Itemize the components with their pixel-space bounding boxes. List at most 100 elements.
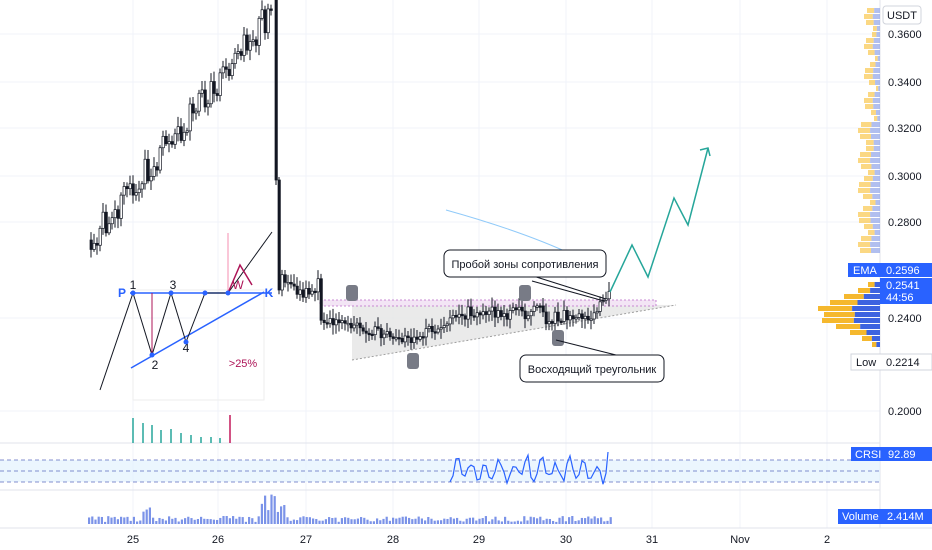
vprofile-bar	[874, 50, 880, 55]
volume-bar	[251, 518, 254, 524]
volume-bar	[542, 520, 545, 524]
vprofile-bar	[865, 68, 874, 73]
candle-body	[388, 331, 392, 338]
candle-body	[304, 288, 308, 298]
vprofile-bar	[858, 212, 871, 217]
volume-bar	[491, 519, 494, 524]
candle-body	[200, 89, 204, 94]
candle-body	[343, 320, 347, 324]
vprofile-bar	[824, 312, 855, 317]
inset-pivot	[225, 290, 231, 296]
vprofile-bar	[869, 80, 876, 85]
volume-bar	[500, 521, 503, 524]
volume-bar	[244, 521, 247, 524]
candle-body	[544, 311, 548, 325]
vprofile-bar	[860, 152, 871, 157]
volume-bar	[219, 517, 222, 524]
candle-body	[122, 186, 126, 196]
triangle-callout-text: Восходящий треугольник	[528, 364, 657, 376]
volume-bar	[372, 521, 375, 524]
volume-bar	[200, 516, 203, 524]
volume-bar	[366, 519, 369, 524]
volume-bar	[331, 518, 334, 524]
volume-bar	[417, 516, 420, 524]
volume-bar	[113, 516, 116, 524]
vprofile-bar	[871, 248, 880, 253]
currency-badge	[882, 5, 922, 25]
volume-bar	[414, 518, 417, 524]
candle-body	[185, 130, 189, 133]
vprofile-bar	[874, 282, 880, 287]
vprofile-bar	[873, 38, 880, 43]
volume-bar	[350, 519, 353, 524]
volume-bar	[110, 517, 113, 524]
volume-bar	[590, 518, 593, 524]
volume-bar	[100, 516, 103, 524]
volume-bar	[609, 517, 612, 524]
volume-bar	[209, 519, 212, 524]
candle-body	[128, 183, 132, 190]
price-tick: 0.3400	[888, 77, 922, 89]
price-tick: 0.3600	[888, 29, 922, 41]
vprofile-bar	[871, 122, 880, 127]
candle-body	[511, 307, 515, 311]
vprofile-bar	[858, 128, 871, 133]
candle-body	[107, 223, 111, 234]
inset-label-p: P	[118, 286, 126, 300]
candle-body	[310, 290, 314, 295]
candle-body	[251, 39, 255, 42]
inset-frame	[132, 289, 265, 401]
vprofile-bar	[878, 86, 880, 91]
candle-body	[361, 327, 365, 332]
candle-body	[370, 333, 374, 336]
candle-body	[592, 312, 596, 320]
vprofile-bar	[868, 50, 875, 55]
candle-body	[364, 330, 368, 334]
projection-line	[609, 147, 709, 293]
pivot-marker	[346, 285, 358, 301]
candle-body	[454, 315, 458, 318]
candle-body	[319, 278, 323, 321]
vprofile-bar	[868, 230, 875, 235]
vprofile-bar	[864, 98, 873, 103]
vprofile-bar	[872, 206, 880, 211]
volume-bar	[596, 518, 599, 524]
vprofile-bar	[871, 236, 880, 241]
vprofile-bar	[822, 318, 854, 323]
volume-bar	[196, 519, 199, 524]
crsi-band	[0, 460, 880, 482]
volume-bar	[344, 517, 347, 524]
volume-bar	[472, 517, 475, 524]
vprofile-bar	[877, 116, 880, 121]
vprofile-bar	[876, 26, 880, 31]
candles	[89, 0, 611, 350]
time-tick: 31	[646, 534, 658, 546]
breakout-callout[interactable]: Пробой зоны сопротивления	[443, 249, 607, 302]
volume-bar	[94, 519, 97, 524]
candle-body	[571, 315, 575, 320]
candle-body	[104, 211, 108, 234]
vprofile-bar	[876, 86, 879, 91]
candle-body	[409, 337, 413, 343]
volume-bar	[158, 517, 161, 524]
vprofile-bar	[871, 110, 876, 115]
candle-body	[203, 89, 207, 108]
candle-body	[224, 66, 228, 70]
volume-bar	[593, 516, 596, 524]
candle-body	[427, 326, 431, 329]
volume-bar	[315, 518, 318, 524]
vprofile-bar	[868, 282, 875, 287]
candle-body	[466, 306, 470, 320]
pattern-inset: P1 2 3 4 W K >25%	[99, 231, 274, 443]
volume-bar	[142, 511, 145, 524]
vprofile-bar	[853, 318, 880, 323]
volume-bar	[267, 510, 270, 524]
triangle-callout[interactable]: Восходящий треугольник	[519, 339, 665, 383]
candle-body	[134, 192, 138, 196]
volume-bar	[123, 517, 126, 524]
vprofile-bar	[861, 236, 872, 241]
vprofile-bar	[857, 300, 880, 305]
vprofile-bar	[868, 170, 875, 175]
vprofile-bar	[866, 38, 874, 43]
